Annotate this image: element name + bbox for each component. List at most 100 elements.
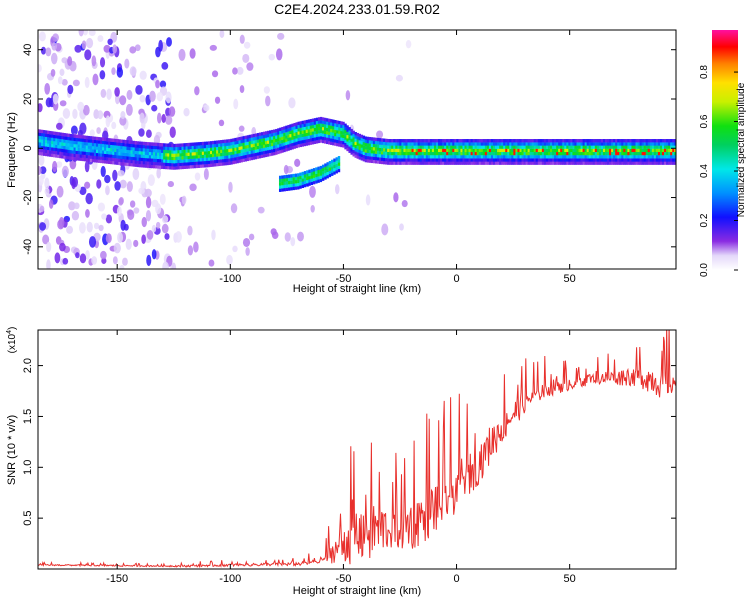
y-tick-label: -20 — [22, 190, 34, 206]
spectrogram-cell — [670, 155, 673, 159]
spectrogram-cell — [324, 120, 327, 125]
spectrogram-cell — [218, 159, 221, 163]
spectrogram-cell — [128, 146, 131, 151]
spectrogram-cell — [244, 145, 247, 149]
spectrogram-cell — [570, 151, 573, 156]
spectrogram-cell — [545, 148, 549, 153]
spectrogram-cell — [142, 161, 146, 165]
spectrogram-cell — [77, 101, 85, 112]
spectrogram-cell — [319, 172, 323, 176]
spectrogram-cell — [285, 141, 288, 146]
spectrogram-cell — [85, 148, 89, 152]
spectrogram-cell — [401, 200, 408, 208]
spectrogram-cell — [493, 139, 496, 143]
spectrogram-cell — [633, 161, 636, 165]
spectrogram-cell — [560, 161, 563, 165]
spectrogram-cell — [541, 161, 545, 165]
spectrogram-cell — [116, 145, 119, 149]
spectrogram-cell — [252, 146, 256, 151]
spectrogram-cell — [57, 138, 60, 142]
spectrogram-cell — [588, 142, 592, 146]
spectrogram-cell — [419, 139, 423, 143]
spectrogram-cell — [653, 148, 657, 153]
spectrogram-cell — [81, 138, 85, 142]
spectrogram-cell — [169, 150, 172, 154]
spectrogram-cell — [495, 145, 498, 149]
spectrogram-cell — [356, 132, 359, 137]
spectrogram-cell — [466, 158, 469, 162]
spectrogram-cell — [499, 151, 502, 156]
spectrogram-cell — [529, 139, 533, 143]
spectrogram-cell — [132, 168, 140, 181]
spectrogram-cell — [468, 139, 471, 143]
spectrogram-cell — [484, 139, 488, 143]
spectrogram-cell — [666, 139, 669, 143]
spectrogram-cell — [315, 136, 319, 141]
spectrogram-cell — [311, 134, 315, 138]
spectrogram-cell — [376, 160, 380, 164]
spectrogram-cell — [356, 155, 359, 159]
spectrogram-cell — [468, 161, 471, 165]
spectrogram-cell — [645, 161, 649, 165]
spectrogram-cell — [501, 139, 504, 143]
spectrogram-cell — [291, 133, 294, 137]
spectrogram-cell — [49, 143, 52, 148]
spectrogram-cell — [38, 103, 43, 113]
spectrogram-cell — [71, 176, 79, 188]
spectrogram-cell — [281, 136, 284, 140]
spectrogram-cell — [655, 139, 659, 143]
spectrogram-cell — [89, 136, 93, 140]
spectrogram-cell — [106, 160, 109, 164]
spectrogram-cell — [234, 150, 237, 155]
spectrogram-cell — [297, 186, 300, 190]
spectrogram-cell — [61, 132, 64, 137]
spectrogram-cell — [252, 156, 256, 160]
spectrogram-cell — [161, 113, 166, 123]
spectrogram-cell — [342, 121, 345, 126]
spectrogram-cell — [114, 87, 120, 97]
spectrogram-cell — [189, 165, 193, 169]
spectrogram-cell — [664, 142, 667, 146]
spectrogram-cell — [335, 170, 338, 174]
spectrogram-cell — [340, 124, 343, 128]
spectrogram-cell — [446, 148, 449, 153]
spectrogram-cell — [550, 148, 553, 153]
spectrogram-cell — [321, 136, 325, 140]
spectrogram-cell — [81, 144, 85, 149]
spectrogram-cell — [611, 148, 614, 153]
spectrogram-cell — [653, 139, 657, 143]
spectrogram-cell — [183, 146, 186, 150]
spectrogram-cell — [511, 158, 514, 162]
spectrogram-cell — [625, 139, 628, 143]
spectrogram-cell — [47, 146, 50, 151]
spectrogram-cell — [328, 164, 332, 168]
spectrogram-cell — [401, 148, 404, 153]
spectrogram-cell — [431, 148, 435, 153]
spectrogram-cell — [62, 108, 71, 119]
spectrogram-cell — [629, 142, 632, 146]
spectrogram-cell — [40, 129, 44, 134]
spectrogram-cell — [167, 180, 174, 188]
spectrogram-cell — [590, 139, 594, 143]
spectrogram-cell — [517, 161, 520, 165]
spectrogram-cell — [145, 129, 152, 139]
spectrogram-cell — [562, 139, 565, 143]
spectrogram-cell — [333, 158, 336, 162]
spectrogram-cell — [163, 159, 166, 163]
spectrogram-cell — [617, 139, 620, 143]
spectrogram-cell — [602, 155, 606, 159]
spectrogram-cell — [161, 165, 164, 169]
spectrogram-cell — [51, 131, 54, 135]
spectrogram-cell — [425, 158, 429, 162]
spectrogram-cell — [662, 148, 665, 153]
spectrogram-cell — [336, 139, 339, 144]
spectrogram-cell — [148, 158, 152, 162]
spectrogram-cell — [602, 145, 606, 149]
spectrogram-cell — [545, 151, 549, 156]
spectrogram-cell — [397, 148, 400, 153]
spectrogram-cell — [87, 155, 91, 159]
spectrogram-cell — [287, 128, 290, 132]
spectrogram-cell — [59, 154, 62, 159]
spectrogram-cell — [303, 180, 307, 185]
spectrogram-cell — [415, 148, 419, 153]
